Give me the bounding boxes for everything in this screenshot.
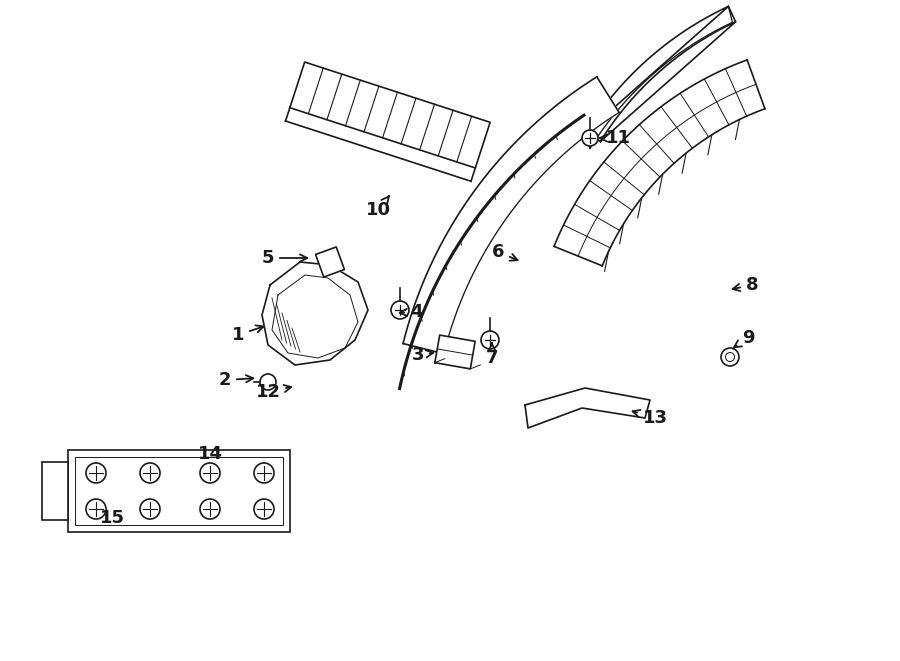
- Circle shape: [260, 374, 276, 390]
- Polygon shape: [554, 60, 765, 266]
- Bar: [68, 450, 290, 532]
- Text: 2: 2: [219, 371, 253, 389]
- Text: 9: 9: [734, 329, 754, 347]
- Circle shape: [721, 348, 739, 366]
- Text: 12: 12: [256, 383, 292, 401]
- Polygon shape: [403, 77, 619, 354]
- Text: 4: 4: [400, 303, 422, 321]
- Bar: [42, 462, 68, 520]
- Circle shape: [481, 331, 499, 349]
- Text: 7: 7: [486, 343, 499, 367]
- Polygon shape: [435, 335, 475, 369]
- Circle shape: [86, 499, 106, 519]
- Text: 14: 14: [197, 445, 222, 463]
- Text: 6: 6: [491, 243, 518, 261]
- Polygon shape: [290, 62, 490, 168]
- Text: 11: 11: [599, 129, 631, 147]
- Polygon shape: [262, 262, 368, 365]
- Circle shape: [582, 130, 598, 146]
- Circle shape: [86, 463, 106, 483]
- Text: 15: 15: [100, 509, 124, 527]
- Circle shape: [140, 499, 160, 519]
- Text: 5: 5: [262, 249, 307, 267]
- Circle shape: [200, 499, 220, 519]
- Circle shape: [254, 499, 274, 519]
- Circle shape: [254, 463, 274, 483]
- Polygon shape: [586, 7, 735, 141]
- Text: 1: 1: [232, 325, 264, 344]
- Circle shape: [140, 463, 160, 483]
- Circle shape: [200, 463, 220, 483]
- Polygon shape: [525, 388, 650, 428]
- Circle shape: [391, 301, 409, 319]
- Bar: [75, 457, 283, 525]
- Text: 13: 13: [633, 409, 668, 427]
- Text: 8: 8: [733, 276, 759, 294]
- Text: 10: 10: [365, 196, 391, 219]
- Text: 3: 3: [412, 346, 433, 364]
- Polygon shape: [316, 247, 345, 277]
